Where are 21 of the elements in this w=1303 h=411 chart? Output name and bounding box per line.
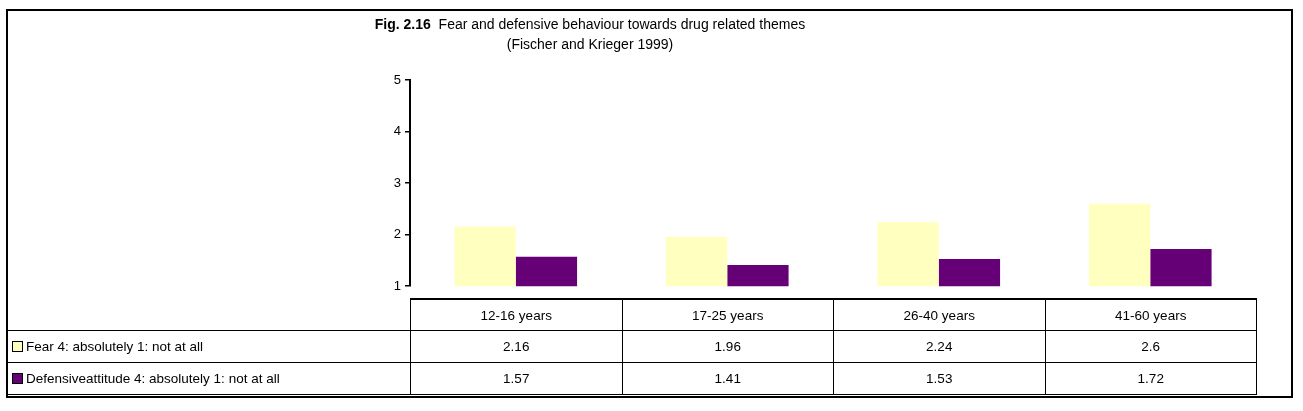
y-tick-label: 4 <box>393 123 401 139</box>
legend-label: Fear 4: absolutely 1: not at all <box>26 339 204 354</box>
data-label: 1.41 <box>621 362 834 395</box>
legend-label: Defensiveattitude 4: absolutely 1: not at all <box>26 371 280 386</box>
data-label: 1.72 <box>1044 362 1257 395</box>
x-tick-label: 17-25 years <box>621 298 834 331</box>
x-tick-label: 26-40 years <box>833 298 1046 331</box>
x-tick-label: 12-16 years <box>410 298 623 331</box>
data-label: 2.16 <box>410 330 623 363</box>
data-label: 1.53 <box>833 362 1046 395</box>
y-tick-label: 1 <box>393 277 401 293</box>
y-tick-label: 2 <box>393 226 401 242</box>
y-tick-label: 5 <box>393 71 401 87</box>
data-label: 2.6 <box>1044 330 1257 363</box>
x-tick-label: 41-60 years <box>1044 298 1257 331</box>
chart-subtitle: (Fischer and Krieger 1999) <box>505 36 675 52</box>
chart-title: Fig. 2.16 Fear and defensive behaviour towards drug related themes <box>374 16 806 32</box>
data-label: 1.96 <box>621 330 834 363</box>
y-tick-label: 3 <box>393 174 401 190</box>
data-label: 2.24 <box>833 330 1046 363</box>
data-label: 1.57 <box>410 362 623 395</box>
